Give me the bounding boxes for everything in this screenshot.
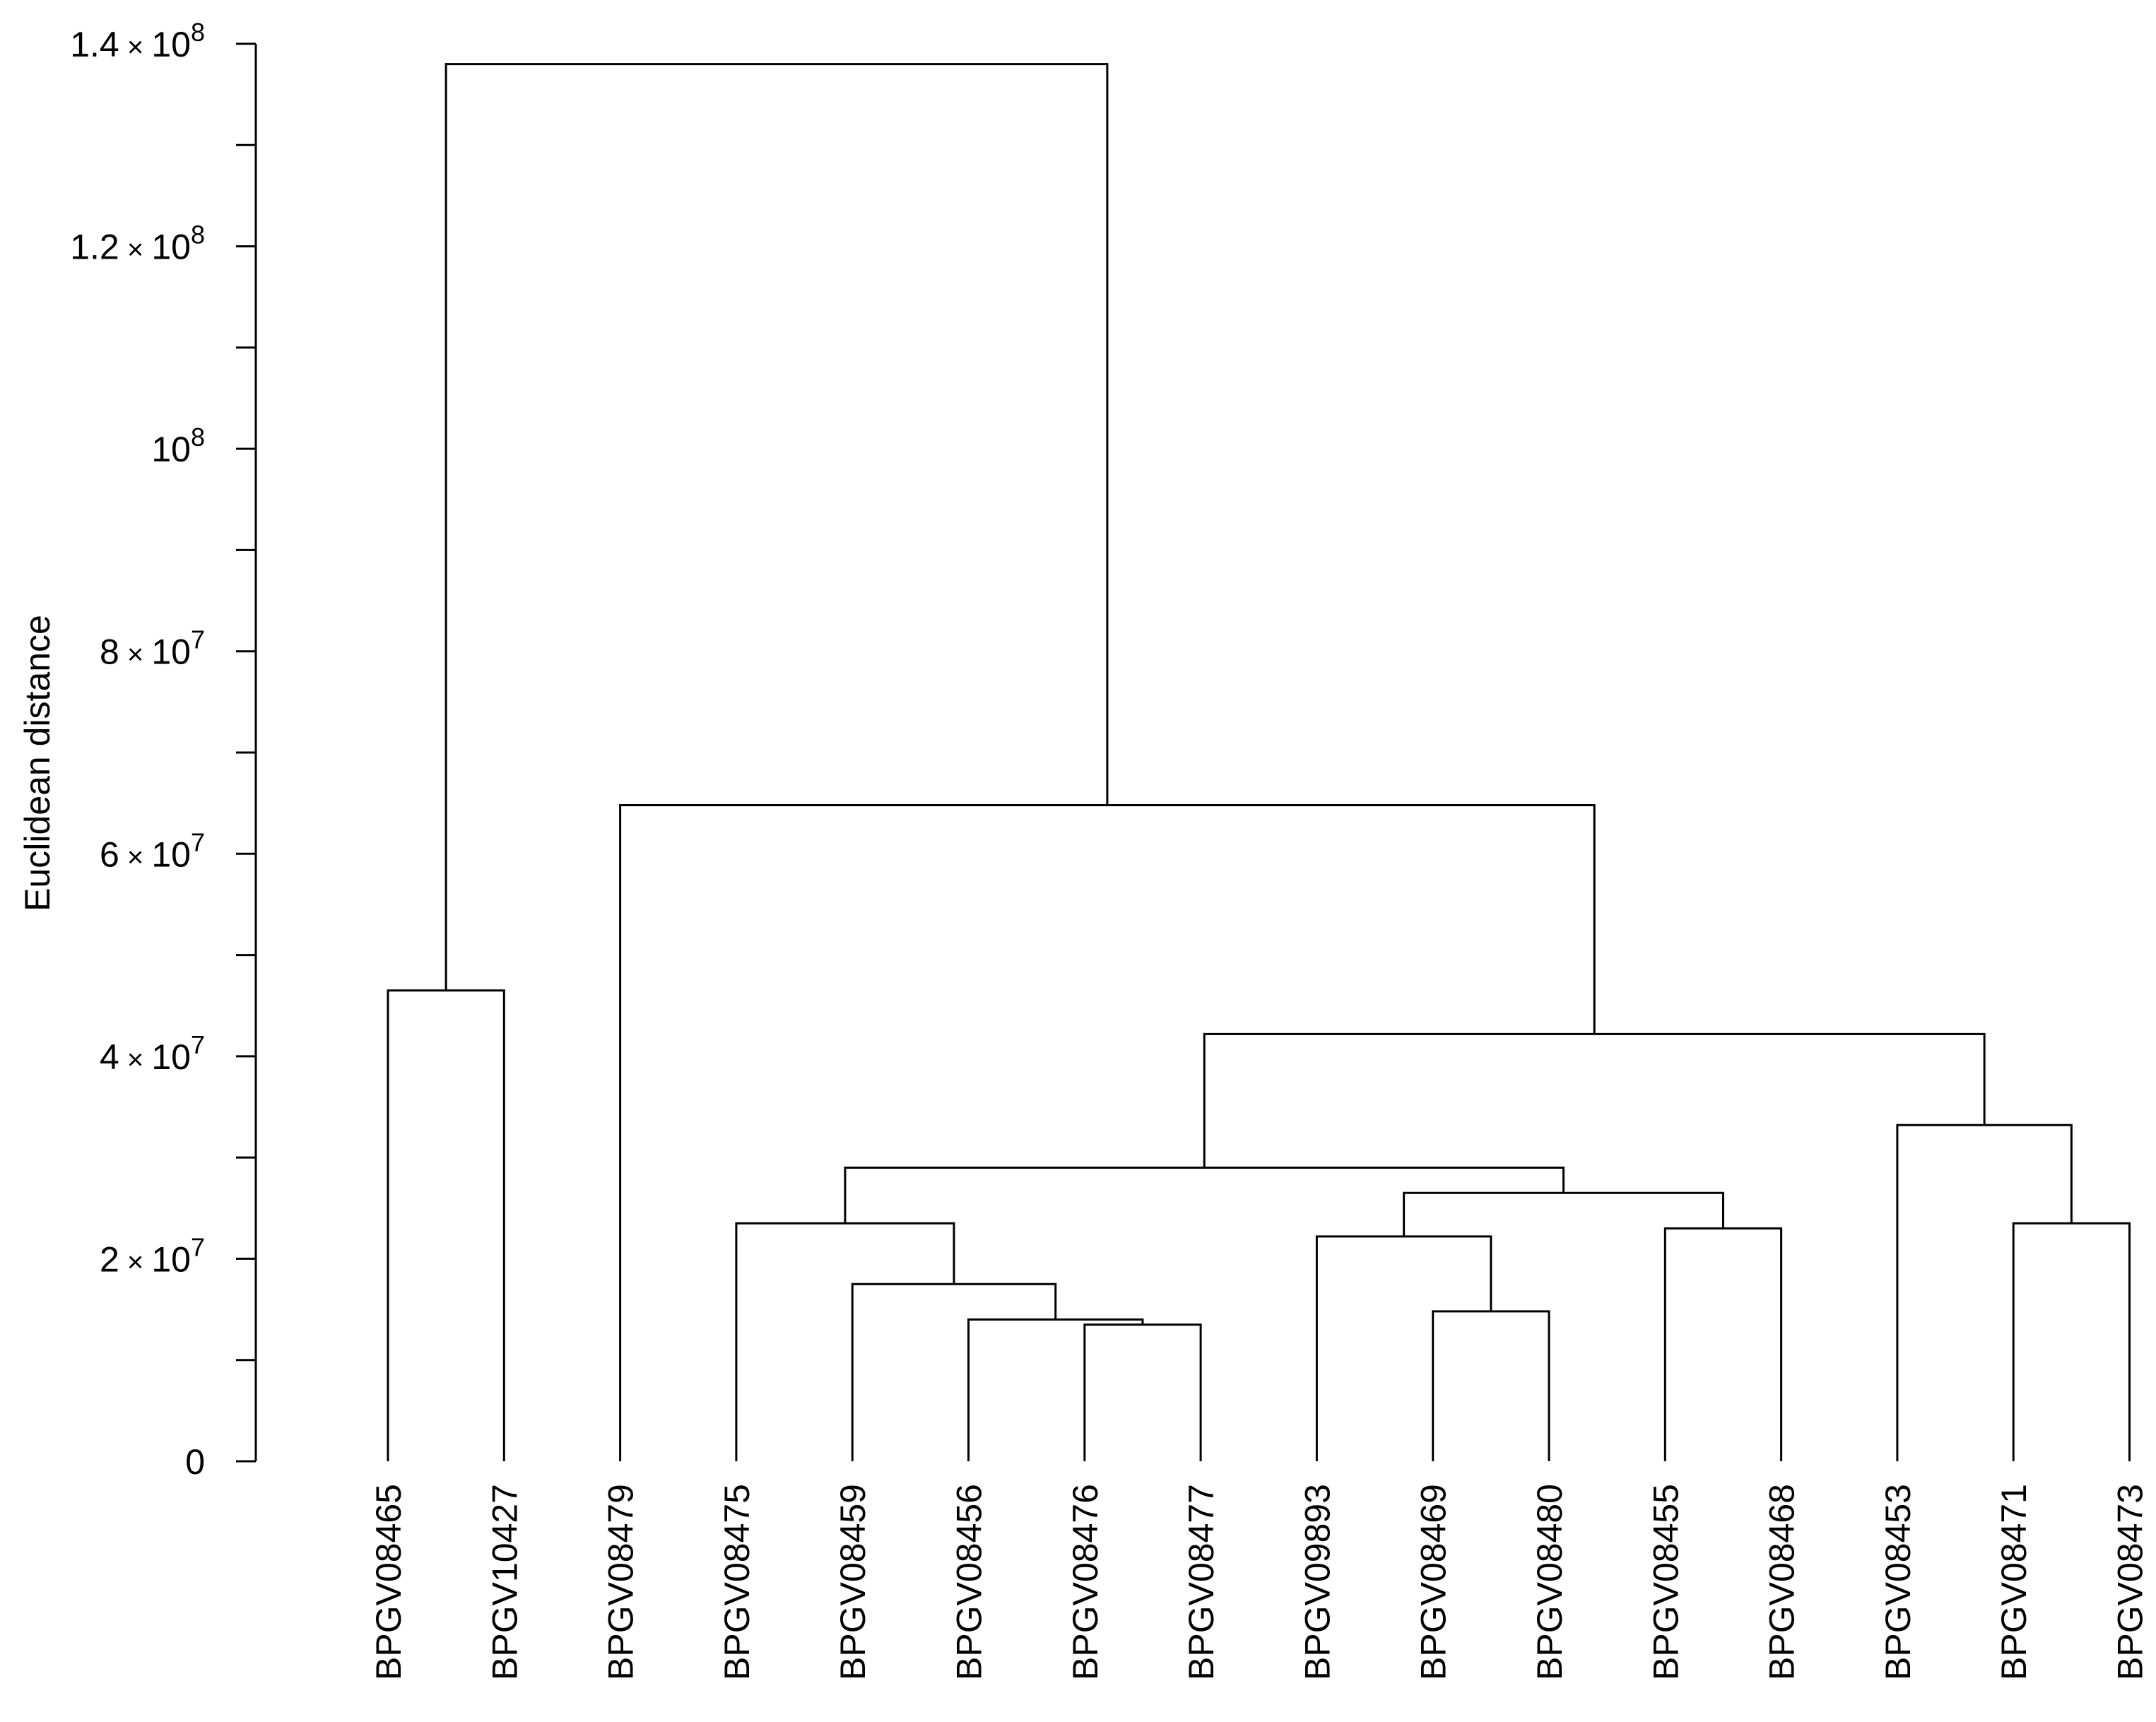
dendrogram-link bbox=[1315, 1235, 1492, 1461]
leaf-label: BPGV08479 bbox=[601, 1484, 641, 1680]
dendrogram-link bbox=[1083, 1323, 1202, 1461]
dendrogram-link bbox=[1403, 1191, 1724, 1237]
leaf-label: BPGV08459 bbox=[833, 1484, 873, 1680]
leaf-label: BPGV09893 bbox=[1297, 1484, 1337, 1680]
y-axis: 0 2 × 107 4 × 107 6 × 107 8 × 107 108 1.2 × 10… bbox=[70, 18, 257, 1482]
y-tick-label: 1.2 × 108 bbox=[70, 220, 205, 267]
leaf-label: BPGV08480 bbox=[1530, 1484, 1569, 1680]
dendrogram-link bbox=[1432, 1310, 1550, 1461]
leaf-label: BPGV08468 bbox=[1762, 1484, 1802, 1680]
y-tick-label: 4 × 107 bbox=[100, 1030, 205, 1077]
leaf-label: BPGV08456 bbox=[950, 1484, 989, 1680]
y-axis-label: Euclidean distance bbox=[18, 615, 57, 912]
y-tick-label: 108 bbox=[151, 423, 205, 469]
leaf-labels: BPGV08465 BPGV10427 BPGV08479 BPGV08475 BPGV… bbox=[369, 1484, 2150, 1680]
y-tick-label: 1.4 × 108 bbox=[70, 18, 205, 64]
leaf-label: BPGV08453 bbox=[1878, 1484, 1918, 1680]
leaf-label: BPGV10427 bbox=[485, 1484, 524, 1680]
dendrogram-link bbox=[1203, 1032, 1986, 1168]
dendrogram-link bbox=[967, 1318, 1144, 1461]
leaf-label: BPGV08477 bbox=[1182, 1484, 1221, 1680]
y-tick-label: 0 bbox=[185, 1442, 205, 1482]
leaf-label: BPGV08469 bbox=[1414, 1484, 1454, 1680]
dendrogram-link bbox=[619, 804, 1596, 1461]
y-tick-label: 6 × 107 bbox=[100, 827, 205, 874]
dendrogram-link bbox=[1663, 1227, 1783, 1461]
leaf-label: BPGV08473 bbox=[2111, 1484, 2150, 1680]
dendrogram-link bbox=[851, 1282, 1057, 1461]
dendrogram-link bbox=[844, 1166, 1565, 1224]
dendrogram-link bbox=[1896, 1124, 2073, 1461]
dendrogram-link bbox=[735, 1222, 955, 1461]
leaf-label: BPGV08455 bbox=[1646, 1484, 1685, 1680]
dendrogram-link bbox=[387, 989, 505, 1461]
dendrogram-link bbox=[444, 63, 1109, 991]
y-tick-label: 2 × 107 bbox=[100, 1232, 205, 1279]
leaf-label: BPGV08471 bbox=[1994, 1484, 2034, 1680]
leaf-label: BPGV08465 bbox=[369, 1484, 408, 1680]
leaf-label: BPGV08475 bbox=[717, 1484, 757, 1680]
dendrogram-links bbox=[387, 63, 2131, 1461]
leaf-label: BPGV08476 bbox=[1066, 1484, 1105, 1680]
y-tick-label: 8 × 107 bbox=[100, 625, 205, 672]
dendrogram-link bbox=[2012, 1222, 2131, 1461]
